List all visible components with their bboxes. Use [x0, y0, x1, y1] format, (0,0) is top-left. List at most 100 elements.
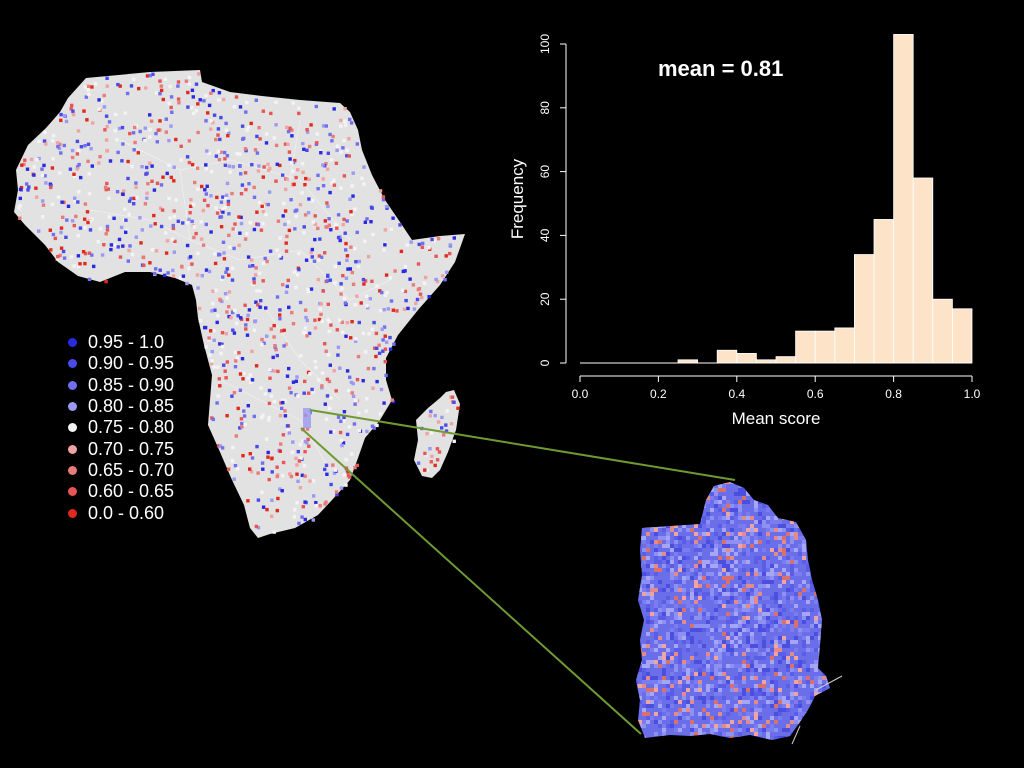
- region-pixel: [638, 700, 642, 704]
- map-dot: [280, 489, 284, 493]
- map-dot: [121, 142, 125, 146]
- region-pixel: [710, 732, 714, 736]
- region-pixel: [794, 516, 798, 520]
- region-pixel: [798, 584, 802, 588]
- region-pixel: [686, 520, 690, 524]
- map-dot: [211, 301, 215, 306]
- histogram-bar: [775, 356, 797, 364]
- region-pixel: [786, 696, 790, 700]
- map-dot: [272, 369, 277, 373]
- map-dot: [25, 167, 30, 171]
- region-pixel: [726, 532, 730, 536]
- map-dot: [223, 205, 227, 209]
- map-dot: [238, 426, 242, 430]
- region-pixel: [738, 500, 742, 504]
- region-pixel: [698, 660, 702, 664]
- map-dot: [220, 344, 225, 349]
- region-pixel: [678, 544, 682, 548]
- region-pixel: [746, 540, 750, 544]
- region-pixel: [674, 540, 678, 544]
- region-pixel: [646, 696, 650, 700]
- region-pixel: [786, 700, 790, 704]
- region-pixel: [802, 608, 806, 612]
- region-pixel: [722, 560, 726, 564]
- region-pixel: [810, 580, 814, 584]
- map-dot: [145, 74, 150, 78]
- region-pixel: [758, 584, 762, 588]
- region-pixel: [702, 520, 706, 524]
- region-pixel: [670, 588, 674, 592]
- region-pixel: [642, 680, 646, 684]
- region-pixel: [762, 628, 766, 632]
- region-pixel: [738, 644, 742, 648]
- region-pixel: [790, 484, 794, 488]
- region-pixel: [642, 720, 646, 724]
- region-pixel: [686, 736, 690, 740]
- map-dot: [259, 228, 264, 232]
- region-pixel: [636, 572, 638, 576]
- map-dot: [314, 365, 318, 370]
- region-pixel: [734, 624, 738, 628]
- region-pixel: [718, 672, 722, 676]
- region-pixel: [818, 556, 822, 560]
- map-dot: [320, 371, 325, 375]
- map-dot: [199, 220, 203, 224]
- map-dot: [221, 240, 226, 244]
- region-pixel: [758, 520, 762, 524]
- region-pixel: [698, 712, 702, 716]
- region-pixel: [658, 660, 662, 664]
- region-pixel: [782, 540, 786, 544]
- map-dot: [195, 273, 200, 277]
- region-pixel: [690, 732, 694, 736]
- map-dot: [148, 261, 152, 265]
- region-pixel: [730, 736, 734, 740]
- map-dot: [56, 144, 60, 149]
- map-dot: [353, 402, 357, 406]
- region-pixel: [718, 652, 722, 656]
- map-dot: [363, 220, 367, 224]
- map-dot: [252, 185, 256, 190]
- region-pixel: [758, 656, 762, 660]
- region-pixel: [734, 568, 738, 572]
- region-pixel: [686, 600, 690, 604]
- map-dot: [292, 515, 297, 519]
- map-dot: [204, 94, 208, 98]
- map-dot: [456, 406, 460, 410]
- region-pixel: [714, 584, 718, 588]
- region-pixel: [670, 684, 674, 688]
- region-pixel: [722, 552, 726, 556]
- map-dot: [306, 287, 310, 292]
- region-pixel: [826, 600, 830, 604]
- map-dot: [109, 247, 113, 252]
- map-dot: [329, 323, 333, 327]
- region-pixel: [762, 584, 766, 588]
- region-pixel: [662, 556, 666, 560]
- region-pixel: [798, 544, 802, 548]
- map-dot: [74, 214, 78, 219]
- map-dot: [281, 214, 285, 218]
- region-pixel: [686, 512, 690, 516]
- region-pixel: [762, 632, 766, 636]
- region-pixel: [698, 556, 702, 560]
- region-pixel: [646, 600, 650, 604]
- histogram-bars: [677, 34, 973, 364]
- map-dot: [393, 269, 397, 273]
- region-pixel: [646, 504, 650, 508]
- region-pixel: [642, 704, 646, 708]
- region-pixel: [786, 616, 790, 620]
- map-dot: [294, 285, 298, 290]
- region-pixel: [806, 516, 810, 520]
- map-dot: [361, 379, 365, 383]
- region-pixel: [746, 656, 750, 660]
- region-pixel: [826, 520, 830, 524]
- region-pixel: [742, 716, 746, 720]
- map-dot: [243, 171, 248, 175]
- map-dot: [128, 244, 132, 248]
- region-pixel: [686, 676, 690, 680]
- map-dot: [331, 134, 335, 139]
- region-pixel: [818, 716, 822, 720]
- map-dot: [83, 144, 87, 148]
- map-dot: [324, 124, 328, 128]
- region-pixel: [714, 664, 718, 668]
- region-pixel: [810, 588, 814, 592]
